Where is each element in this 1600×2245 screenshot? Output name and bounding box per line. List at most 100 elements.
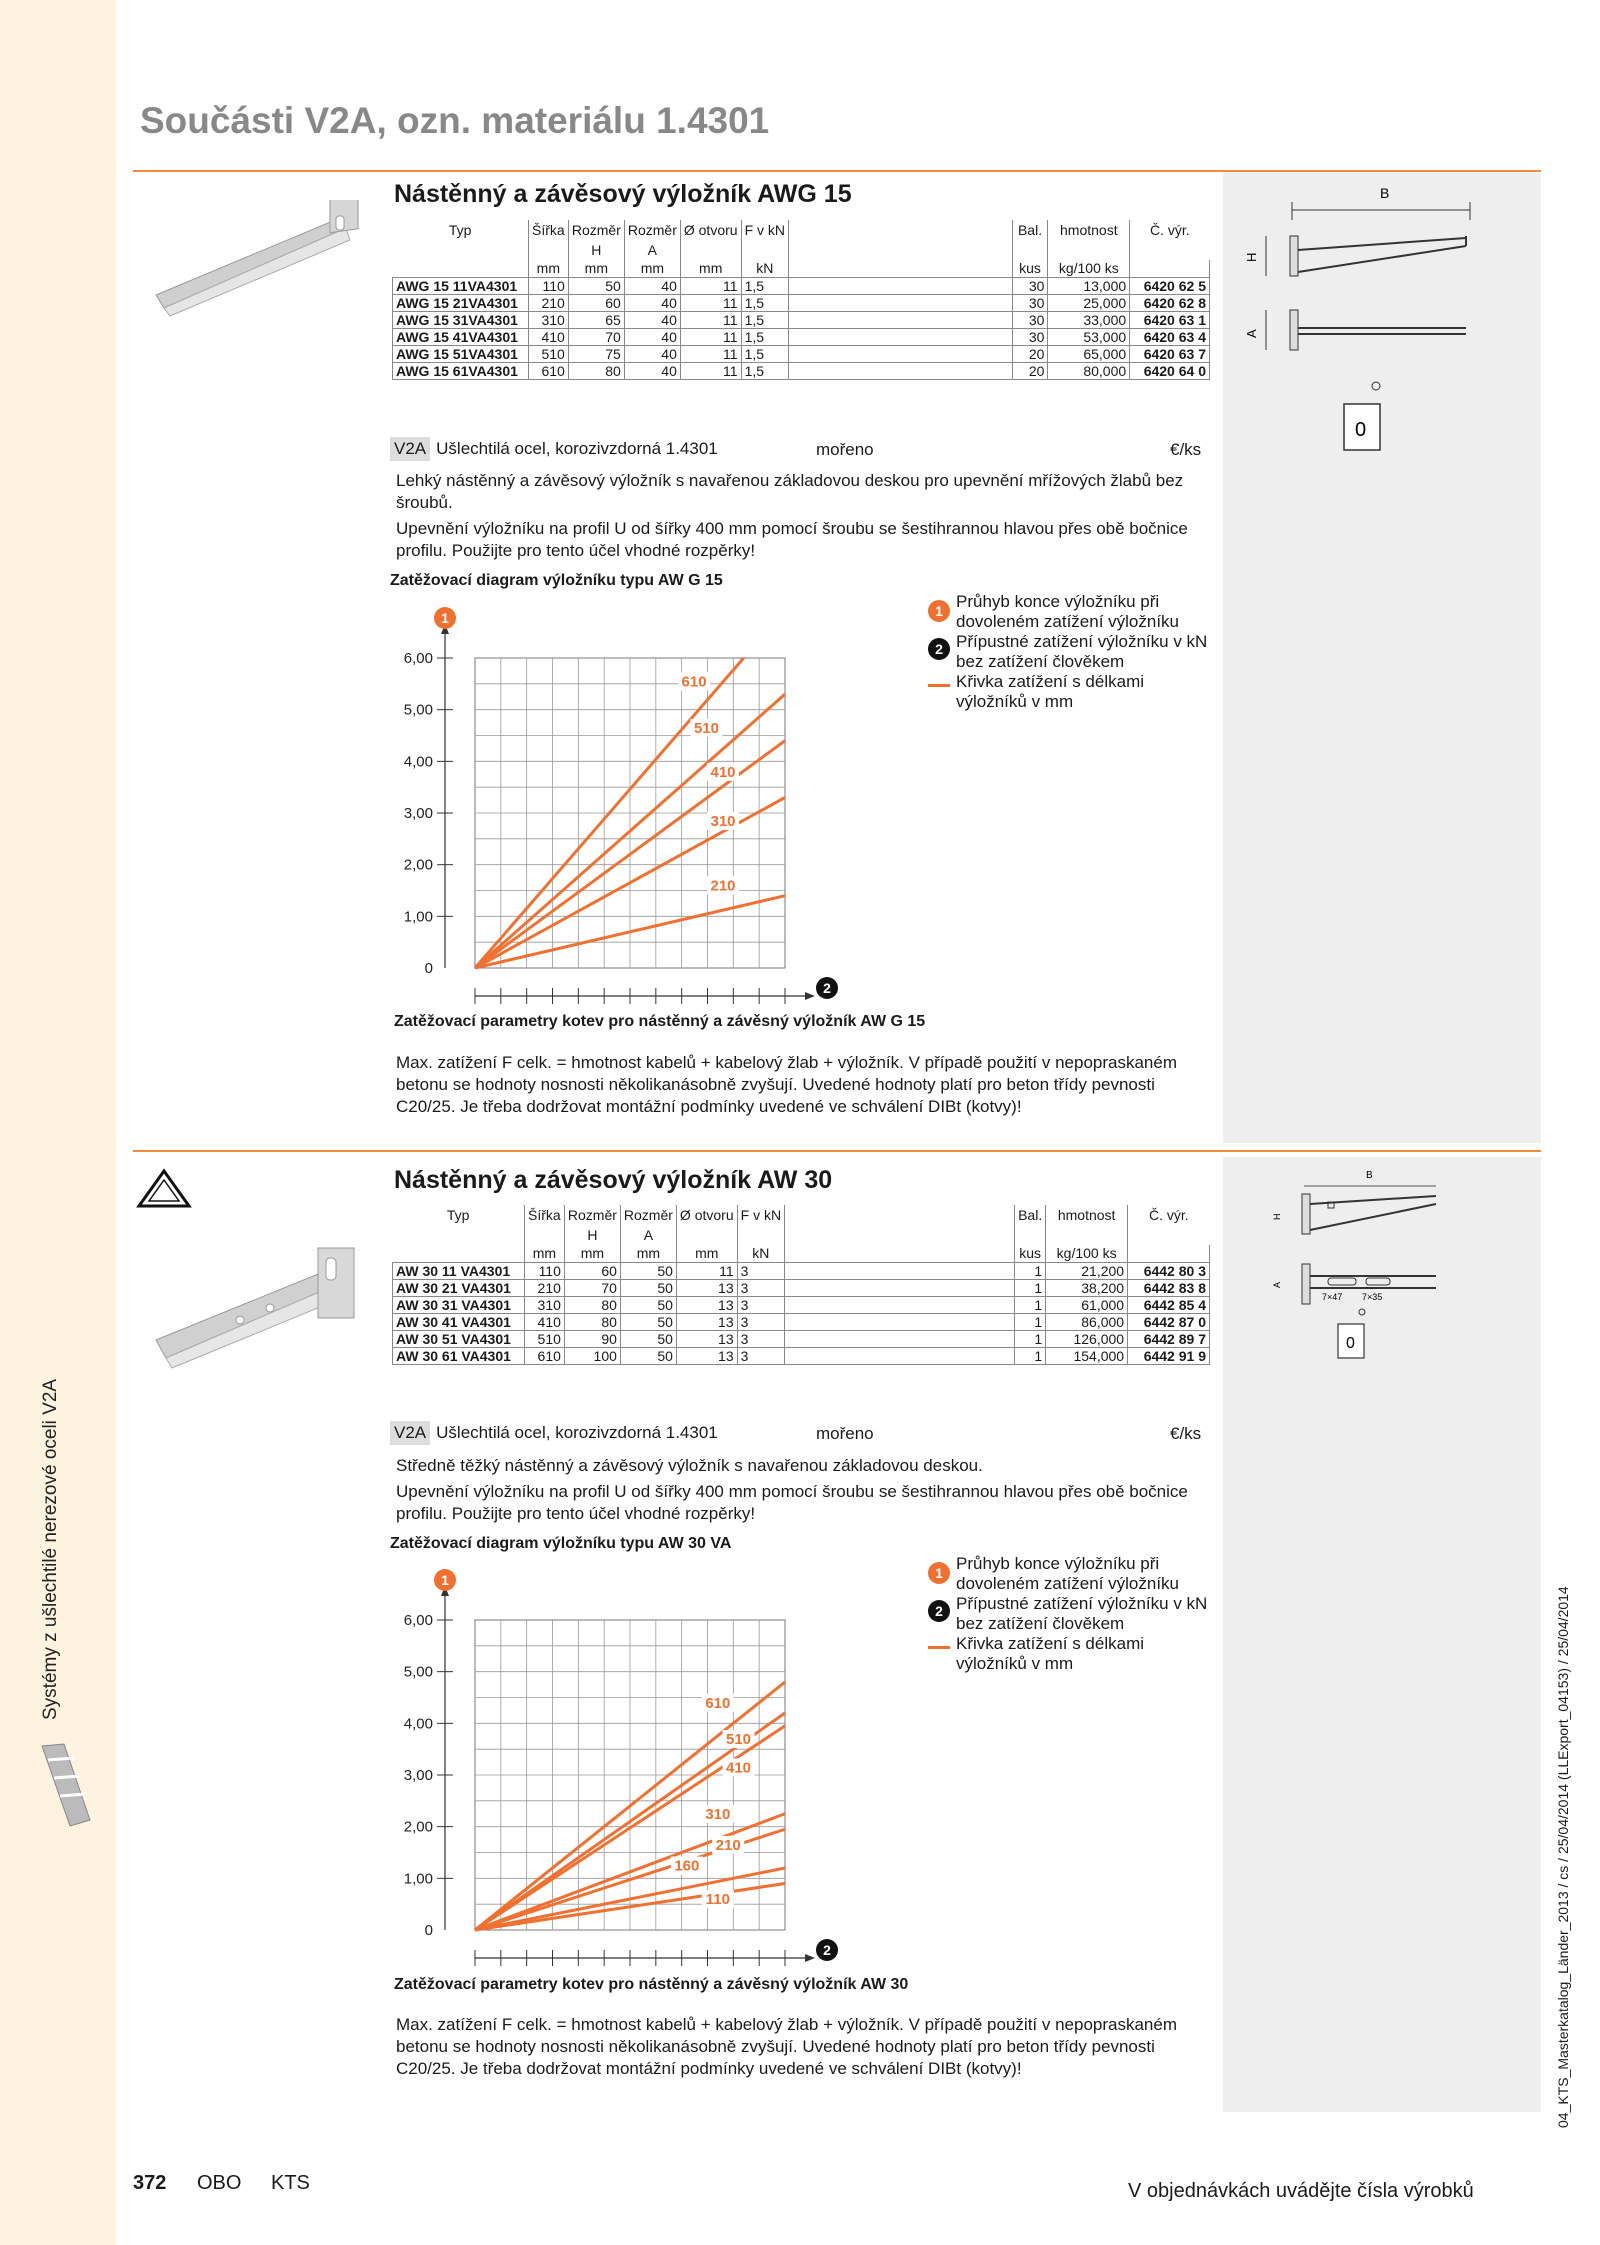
cell-value: 86,000: [1045, 1312, 1129, 1331]
table-row: AWG 15 31VA4301 310 65 40 11 1,5 30 33,000 6420 …: [392, 310, 1210, 329]
series-label-bg: [701, 1890, 734, 1909]
series-label-bg: [722, 1730, 755, 1748]
col-typ: Typ: [446, 1207, 470, 1223]
col-art: Č. výr.: [1127, 1205, 1210, 1225]
unit-spacer: [784, 1245, 1016, 1263]
cell-value: 11: [679, 310, 742, 329]
cell-value: 3: [736, 1312, 786, 1331]
cell-value: 1: [1014, 1329, 1047, 1348]
cell-value: 1: [1014, 1278, 1047, 1297]
footer-order-note: V objednávkách uvádějte čísla výrobků: [1128, 2180, 1474, 2202]
cell-article: 6420 63 1: [1129, 310, 1210, 329]
cell-value: 210: [527, 293, 569, 312]
cell-value: 40: [623, 361, 681, 380]
cell-value: 40: [623, 327, 681, 346]
series-label-510: 510: [726, 1731, 751, 1748]
series-line-610: [473, 657, 745, 969]
y-tick-label: 1,00: [404, 1870, 433, 1887]
cell-value: 50: [619, 1278, 677, 1297]
material-tag: V2A: [390, 437, 431, 461]
cell-value: 70: [563, 1278, 621, 1297]
col-typ: Typ: [448, 222, 472, 238]
dim-a: A: [1272, 1282, 1282, 1288]
col-h: Rozměr: [563, 1205, 621, 1225]
aw30-diagram-title: Zatěžovací diagram výložníku typu AW 30 …: [390, 1535, 732, 1552]
cell-value: 154,000: [1045, 1346, 1129, 1365]
col-spacer: [788, 220, 1013, 240]
footer-brand: OBO: [197, 2172, 242, 2194]
drawing-panel-2: [1223, 1157, 1541, 2112]
awg15-spec-table: Typ Šířka Rozměr Rozměr Ø otvoru F v kN …: [392, 220, 1210, 380]
cell-value: 50: [619, 1295, 677, 1314]
h2-f: [740, 240, 789, 260]
cell-value: 30: [1011, 310, 1049, 329]
legend-line-swatch: [928, 1646, 950, 1649]
page-title: Součásti V2A, ozn. materiálu 1.4301: [140, 100, 770, 141]
legend-line-swatch: [928, 684, 950, 687]
col-weight: hmotnost: [1047, 220, 1130, 240]
awg15-chart: 101,002,003,004,005,006,00200,250,500,75…: [404, 607, 838, 1004]
cell-value: 310: [523, 1295, 565, 1314]
y-tick-label: 0: [425, 960, 433, 977]
h2-h: H: [567, 240, 625, 260]
cell-article: 6442 87 0: [1127, 1312, 1210, 1331]
cell-value: 30: [1011, 293, 1049, 312]
cell-value: 610: [523, 1346, 565, 1365]
series-label-310: 310: [710, 813, 735, 830]
h2-f: [736, 1225, 785, 1245]
footer-section: KTS: [271, 2172, 310, 2194]
cell-value: 1: [1014, 1312, 1047, 1331]
y-axis-marker-label: 1: [441, 1572, 449, 1588]
table-row: AW 30 21 VA4301 210 70 50 13 3 1 38,200 6442 83 …: [392, 1278, 1210, 1297]
cell-value: 40: [623, 344, 681, 363]
cell-value: 50: [619, 1312, 677, 1331]
cell-value: 80: [567, 361, 625, 380]
cell-article: 6420 62 5: [1129, 276, 1210, 295]
cell-type: AW 30 21 VA4301: [392, 1278, 525, 1297]
table-row: AWG 15 51VA4301 510 75 40 11 1,5 20 65,000 6420 …: [392, 344, 1210, 363]
col-f: F v kN: [740, 220, 789, 240]
series-label-310: 310: [705, 1806, 730, 1823]
series-label-110: 110: [706, 1891, 730, 1908]
awg15-diagram-title: Zatěžovací diagram výložníku typu AW G 1…: [390, 572, 723, 589]
aw30-legend: 1 Průhyb konce výložníku při dovoleném za…: [928, 1554, 1218, 1674]
footer-vertical-meta: 04_KTS_Masterkatalog_Länder_2013 / cs / …: [1555, 1586, 1571, 2128]
series-line-210: [474, 894, 786, 970]
table-body: AWG 15 11VA4301 110 50 40 11 1,5 30 13,000 6420 …: [392, 276, 1210, 380]
cell-value: 11: [675, 1261, 738, 1280]
h2-width: [523, 1225, 565, 1245]
x-axis-arrow: [805, 992, 815, 1000]
unit-a: mm: [623, 260, 681, 278]
col-hole: Ø otvoru: [679, 220, 742, 240]
legend-badge-2: 2: [928, 1600, 950, 1622]
cell-value: 3: [736, 1346, 786, 1365]
cell-value: 11: [679, 293, 742, 312]
cell-article: 6442 85 4: [1127, 1295, 1210, 1314]
cell-value: 110: [523, 1261, 565, 1280]
cell-type: AW 30 31 VA4301: [392, 1295, 525, 1314]
x-axis-marker: [816, 977, 838, 999]
col-a: Rozměr: [623, 220, 681, 240]
legend-badge-2: 2: [928, 638, 950, 660]
series-label-bg: [712, 1835, 745, 1854]
aw30-spec-table: Typ Šířka Rozměr Rozměr Ø otvoru F v kN …: [392, 1205, 1210, 1365]
aw30-technical-drawing: B H A 7×47 7×35 0: [1272, 1170, 1437, 1359]
cell-type: AW 30 11 VA4301: [392, 1261, 525, 1280]
cell-type: AW 30 41 VA4301: [392, 1312, 525, 1331]
aw30-material-line: V2A Ušlechtilá ocel, korozivzdorná 1.4301: [390, 1421, 718, 1445]
awg15-description-1: Lehký nástěnný a závěsový výložník s nav…: [396, 471, 1184, 512]
h2-hole: [675, 1225, 738, 1245]
y-tick-label: 6,00: [404, 650, 433, 667]
unit-weight: kg/100 ks: [1045, 1245, 1129, 1263]
series-label-410: 410: [710, 764, 735, 781]
awg15-price-unit: €/ks: [1170, 440, 1202, 459]
y-tick-label: 5,00: [404, 1664, 433, 1681]
awg15-description-2: Upevnění výložníku na profil U od šířky …: [396, 519, 1188, 560]
cell-type: AW 30 51 VA4301: [392, 1329, 525, 1348]
cell-value: 1: [1014, 1295, 1047, 1314]
col-width: Šířka: [523, 1205, 565, 1225]
y-tick-label: 2,00: [404, 1819, 433, 1836]
cell-value: 410: [527, 327, 569, 346]
hole-label: 0: [1355, 419, 1366, 441]
material-text: Ušlechtilá ocel, korozivzdorná 1.4301: [436, 439, 718, 458]
